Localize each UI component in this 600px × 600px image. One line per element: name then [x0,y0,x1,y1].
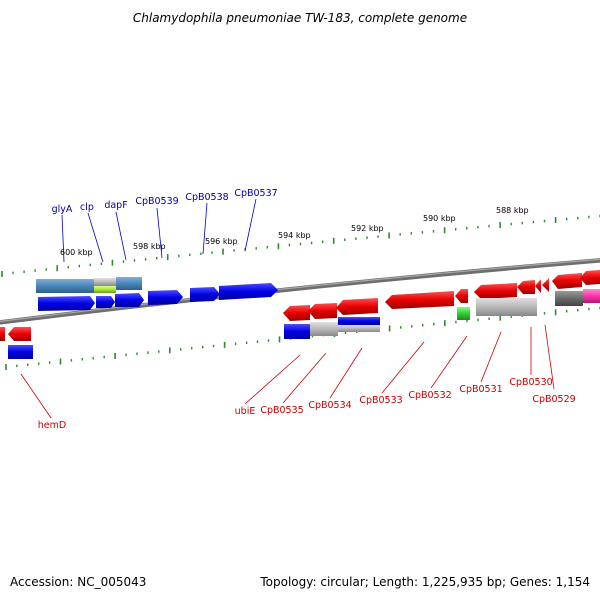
gene-right-red-2[interactable] [580,270,600,285]
leader-CpB0529 [544,324,555,390]
leader-CpB0538 [202,202,208,255]
reverse-strand-genes [283,270,600,339]
label-CpB0538[interactable]: CpB0538 [185,192,228,203]
leader-CpB0539 [156,207,163,259]
gene-ubiE-arrow[interactable] [283,305,310,321]
gene-left-red-1[interactable] [0,327,5,341]
gene-CpB0537-arrow[interactable] [219,283,278,300]
gene-CpB0531-arrow[interactable] [474,283,517,299]
label-CpB0533[interactable]: CpB0533 [359,395,402,406]
gene-clp-lime[interactable] [94,286,116,293]
kbp-label-588: 588 kbp [496,206,529,215]
gene-CpB0532-green[interactable] [457,307,470,320]
left-edge-genes [0,327,33,359]
gene-CpB0539-arrow[interactable] [148,290,183,305]
label-CpB0539[interactable]: CpB0539 [135,196,178,207]
leader-hemD [20,373,52,419]
label-clp[interactable]: clp [80,202,94,213]
gene-CpB0534-lower-blue[interactable] [338,317,380,325]
gene-clp-top[interactable] [94,278,116,286]
gene-right-magenta[interactable] [583,289,600,303]
gene-right-dark-gray[interactable] [555,291,583,306]
label-hemD[interactable]: hemD [38,420,66,431]
label-CpB0531[interactable]: CpB0531 [459,384,502,395]
gene-CpB0535-lower[interactable] [310,322,338,336]
gene-CpB0529a-arrow[interactable] [535,279,541,293]
topology-text: Topology: circular; Length: 1,225,935 bp… [259,575,590,589]
genome-backbone-highlight [0,258,600,322]
gene-dapF-arrow[interactable] [115,293,144,307]
bottom-label-leaders [20,324,555,419]
gene-CpB0529b-arrow[interactable] [542,278,549,292]
gene-glyA-top[interactable] [36,279,94,293]
kbp-label-592: 592 kbp [351,224,384,233]
label-dapF[interactable]: dapF [104,200,127,211]
gene-CpB0535-arrow[interactable] [308,303,337,319]
kbp-label-594: 594 kbp [278,231,311,240]
gene-CpB0531-gray[interactable] [476,298,537,316]
gene-CpB0530-arrow[interactable] [517,280,535,294]
bottom-gene-labels: hemD ubiE CpB0535 CpB0534 CpB0533 CpB053… [38,377,576,431]
leader-ubiE [244,354,301,405]
label-CpB0535[interactable]: CpB0535 [260,405,303,416]
label-glyA[interactable]: glyA [52,204,73,215]
label-ubiE[interactable]: ubiE [235,406,256,417]
leader-CpB0534 [329,347,363,399]
forward-strand-genes [36,277,278,311]
gene-hemD-blue[interactable] [8,345,33,359]
leader-glyA [61,214,65,263]
kbp-label-596: 596 kbp [205,237,238,246]
label-CpB0532[interactable]: CpB0532 [408,390,451,401]
leader-CpB0535 [282,352,327,404]
gene-clp-arrow[interactable] [96,296,115,308]
top-gene-labels: glyA clp dapF CpB0539 CpB0538 CpB0537 [52,188,278,215]
leader-dapF [115,211,127,261]
label-CpB0534[interactable]: CpB0534 [308,400,351,411]
leader-CpB0537 [244,198,257,252]
gene-ubiE-lower[interactable] [284,324,310,339]
leader-CpB0533 [381,341,425,394]
leader-CpB0532 [430,335,468,389]
gene-CpB0534-arrow[interactable] [336,298,378,315]
gene-CpB0533-arrow[interactable] [385,291,454,309]
kbp-scale-labels: 600 kbp 598 kbp 596 kbp 594 kbp 592 kbp … [60,206,529,257]
kbp-label-590: 590 kbp [423,214,456,223]
gene-dapF-top[interactable] [116,277,142,290]
label-CpB0537[interactable]: CpB0537 [234,188,277,199]
leader-CpB0531 [480,331,502,383]
kbp-label-600: 600 kbp [60,248,93,257]
gene-CpB0532-arrow[interactable] [455,289,468,303]
genome-backbone [0,258,600,325]
gene-right-red-1[interactable] [552,273,582,289]
gene-left-red-2[interactable] [8,327,31,341]
gene-CpB0538-arrow[interactable] [190,287,220,302]
accession-text: Accession: NC_005043 [10,575,146,589]
map-title: Chlamydophila pneumoniae TW-183, complet… [133,11,467,25]
gene-glyA-arrow[interactable] [38,296,95,311]
label-CpB0529[interactable]: CpB0529 [532,394,575,405]
gene-CpB0534-lower-gray[interactable] [338,325,380,332]
label-CpB0530[interactable]: CpB0530 [509,377,552,388]
top-label-leaders [61,198,257,263]
kbp-label-598: 598 kbp [133,242,166,251]
leader-clp [87,212,104,263]
